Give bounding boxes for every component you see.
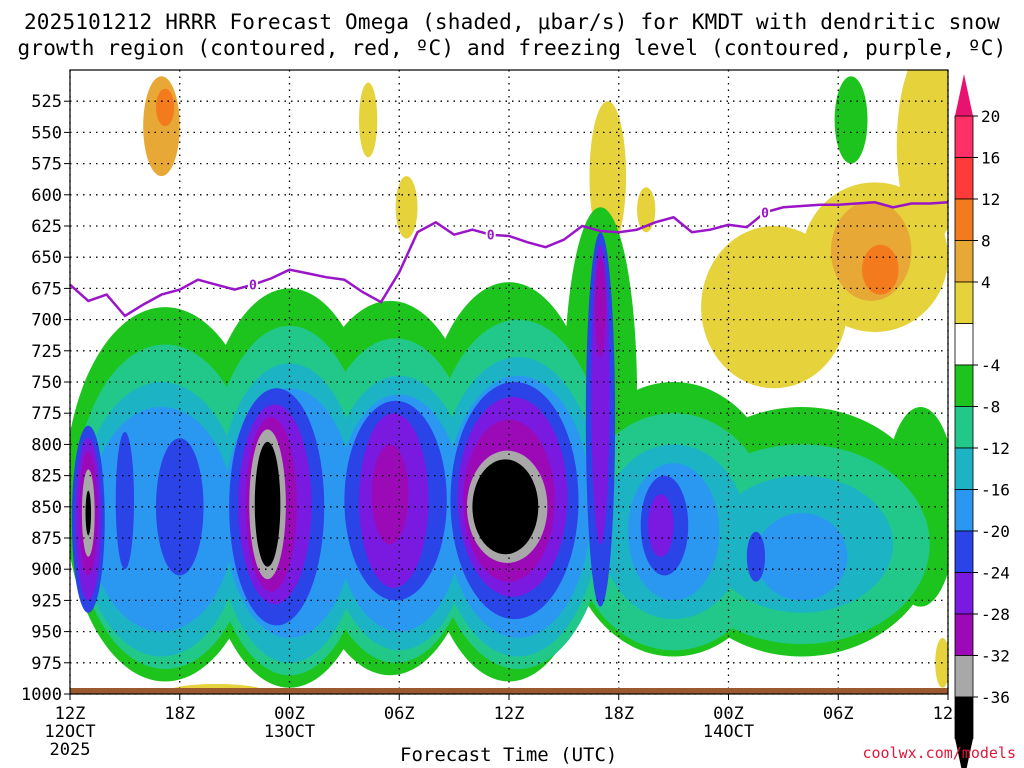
x-tick-date-6: 14OCT xyxy=(703,722,754,742)
y-tick-label-750: 750 xyxy=(31,373,62,393)
colorbar-box-9 xyxy=(954,489,974,532)
terrain-strip xyxy=(70,688,948,694)
fzl-label-1: 0 xyxy=(487,229,495,244)
colorbar-box-13 xyxy=(954,655,974,698)
y-tick-label-825: 825 xyxy=(31,467,62,487)
x-tick-label-0: 12Z xyxy=(55,704,86,724)
colorbar-label-8: -16 xyxy=(981,481,1010,500)
colorbar-box-12 xyxy=(954,613,974,656)
omega-region-1 xyxy=(155,88,175,127)
x-axis-label: Forecast Time (UTC) xyxy=(400,744,618,766)
colorbar-box-11 xyxy=(954,572,974,615)
x-tick-label-2: 00Z xyxy=(274,704,305,724)
y-tick-label-550: 550 xyxy=(31,123,62,143)
x-tick-label-5: 18Z xyxy=(603,704,634,724)
y-tick-label-525: 525 xyxy=(31,92,62,112)
omega-region-65 xyxy=(472,459,539,555)
colorbar-label-7: -12 xyxy=(981,439,1010,458)
omega-region-2 xyxy=(359,82,378,158)
freezing-level-line xyxy=(70,201,948,318)
y-tick-label-725: 725 xyxy=(31,342,62,362)
omega-region-39 xyxy=(755,513,848,601)
y-tick-label-675: 675 xyxy=(31,279,62,299)
colorbar-box-7 xyxy=(954,406,974,449)
omega-region-57 xyxy=(371,444,409,545)
colorbar-box-6 xyxy=(954,364,974,407)
fzl-label-0: 0 xyxy=(249,279,257,294)
y-tick-label-700: 700 xyxy=(31,311,62,331)
colorbar-box-10 xyxy=(954,530,974,573)
omega-region-5 xyxy=(637,187,656,233)
x-tick-year-0: 2025 xyxy=(50,740,91,760)
omega-region-54 xyxy=(648,494,674,557)
x-tick-date-0: 12OCT xyxy=(44,722,95,742)
y-tick-label-575: 575 xyxy=(31,155,62,175)
y-tick-label-900: 900 xyxy=(31,560,62,580)
x-tick-label-4: 12Z xyxy=(494,704,525,724)
x-tick-label-7: 06Z xyxy=(823,704,854,724)
x-tick-label-6: 00Z xyxy=(713,704,744,724)
y-tick-label-625: 625 xyxy=(31,217,62,237)
x-tick-label-1: 18Z xyxy=(164,704,195,724)
colorbar-box-1 xyxy=(954,157,974,200)
y-tick-label-850: 850 xyxy=(31,498,62,518)
colorbar-box-4 xyxy=(954,281,974,324)
y-axis: 525 550 575 600 625 650 675 700 725 750 775 800 825 8… xyxy=(21,92,70,705)
colorbar-label-13: -36 xyxy=(981,688,1010,707)
colorbar-label-0: 20 xyxy=(981,107,1000,126)
colorbar-box-0 xyxy=(954,115,974,158)
omega-region-8 xyxy=(896,70,948,245)
colorbar-bottom-arrow xyxy=(955,738,973,768)
colorbar-label-12: -32 xyxy=(981,647,1010,666)
omega-region-63 xyxy=(85,490,92,536)
omega-region-3 xyxy=(395,176,418,239)
omega-region-41 xyxy=(115,431,135,570)
fzl-label-bg-0 xyxy=(247,276,258,292)
y-tick-label-875: 875 xyxy=(31,529,62,549)
fzl-label-bg-2 xyxy=(760,204,771,220)
colorbar-label-4: 4 xyxy=(981,273,991,292)
y-tick-label-925: 925 xyxy=(31,591,62,611)
omega-region-21 xyxy=(834,76,868,164)
y-tick-label-1000: 1000 xyxy=(21,685,62,705)
y-tick-label-650: 650 xyxy=(31,248,62,268)
y-tick-label-600: 600 xyxy=(31,186,62,206)
y-tick-label-975: 975 xyxy=(31,654,62,674)
y-tick-label-950: 950 xyxy=(31,623,62,643)
colorbar-label-10: -24 xyxy=(981,564,1010,583)
omega-region-64 xyxy=(254,441,281,567)
omega-shading xyxy=(70,70,948,694)
omega-region-48 xyxy=(746,531,766,582)
x-tick-date-2: 13OCT xyxy=(264,722,315,742)
colorbar-label-1: 16 xyxy=(981,149,1000,168)
colorbar: 20 16 12 8 4 -4 -8 -12 -16 -20 -24 -28 -32 -36 xyxy=(954,74,1010,768)
omega-region-10 xyxy=(862,244,899,295)
freezing-level-labels: 0 0 0 xyxy=(247,204,771,294)
credit-link[interactable]: coolwx.com/models xyxy=(862,744,1016,762)
y-tick-label-800: 800 xyxy=(31,435,62,455)
colorbar-label-9: -20 xyxy=(981,522,1010,541)
colorbar-box-3 xyxy=(954,240,974,283)
title-line-1: 2025101212 HRRR Forecast Omega (shaded, … xyxy=(23,10,1001,34)
colorbar-box-8 xyxy=(954,447,974,490)
colorbar-label-2: 12 xyxy=(981,190,1000,209)
colorbar-box-2 xyxy=(954,198,974,241)
colorbar-label-5: -4 xyxy=(981,356,1000,375)
x-tick-label-3: 06Z xyxy=(384,704,415,724)
colorbar-label-6: -8 xyxy=(981,398,1000,417)
colorbar-top-arrow xyxy=(955,74,973,116)
colorbar-label-11: -28 xyxy=(981,605,1010,624)
fzl-label-bg-1 xyxy=(485,226,496,242)
title-line-2: growth region (contoured, red, ºC) and f… xyxy=(17,36,1007,60)
omega-region-59 xyxy=(594,257,606,358)
colorbar-label-3: 8 xyxy=(981,232,991,251)
colorbar-box-5 xyxy=(954,323,974,366)
colorbar-box-14 xyxy=(954,696,974,739)
y-tick-label-775: 775 xyxy=(31,404,62,424)
fzl-label-2: 0 xyxy=(761,206,769,221)
